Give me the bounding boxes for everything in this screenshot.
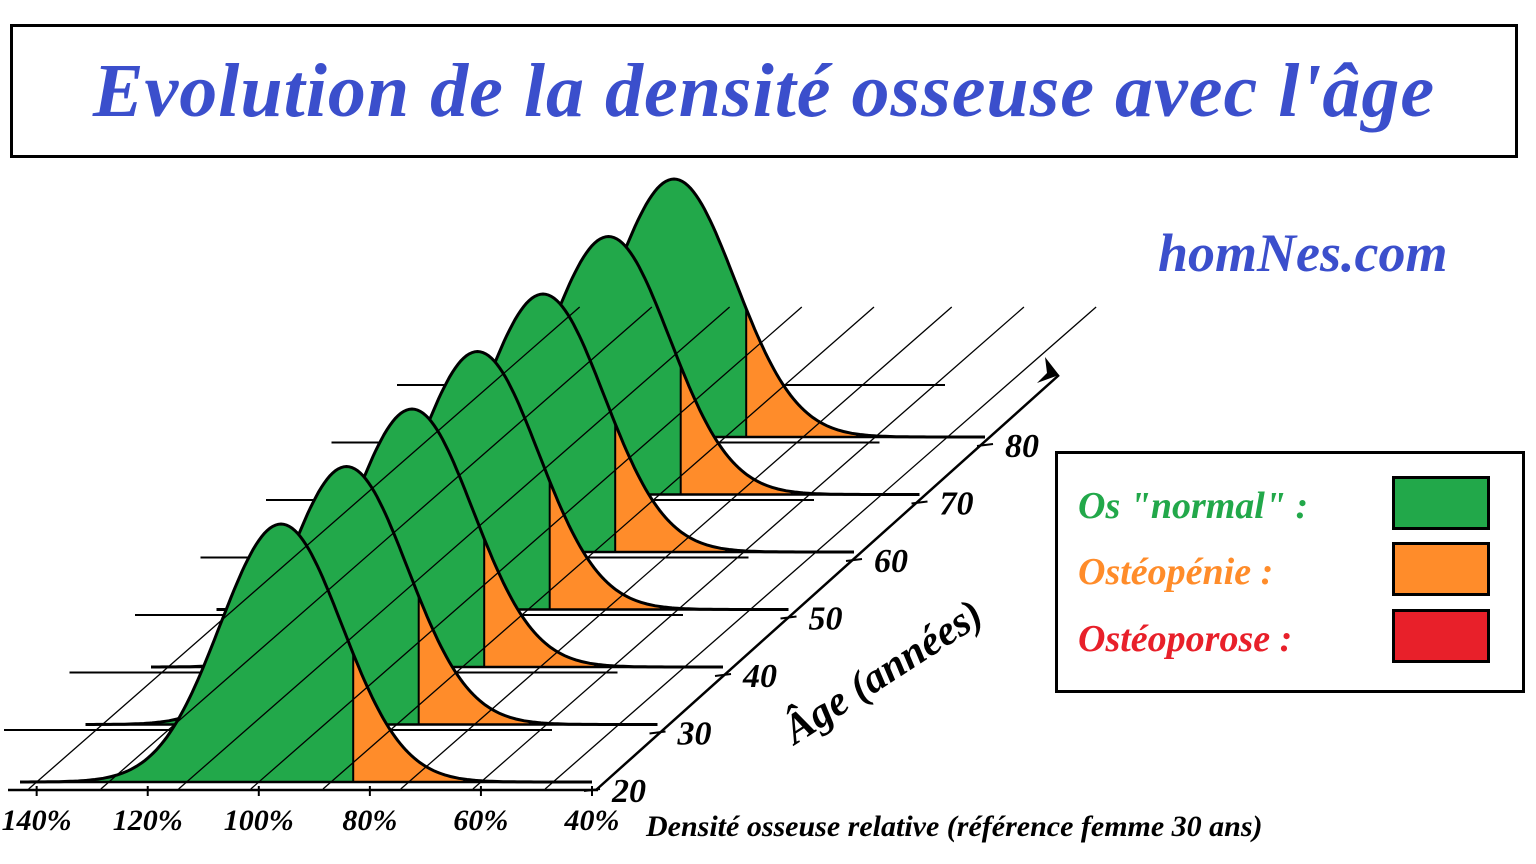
age-tick-label: 70 — [940, 486, 974, 523]
age-tick-label: 50 — [809, 601, 843, 638]
depth-guide-line — [250, 306, 803, 790]
age-axis-label: Âge (années) — [772, 590, 991, 755]
x-tick-label: 140% — [2, 804, 72, 837]
age-tick — [780, 615, 797, 620]
age-tick-label: 60 — [874, 543, 908, 580]
depth-guide-line — [400, 306, 953, 790]
legend-item-normal: Os "normal" : — [1058, 476, 1522, 536]
region-osteopenia — [418, 596, 530, 725]
depth-guide-line — [544, 306, 1097, 790]
age-tick-label: 30 — [677, 716, 712, 753]
depth-guide-line — [178, 306, 731, 790]
watermark: homNes.com — [1158, 223, 1448, 283]
depth-guide-line — [28, 306, 581, 790]
depth-guide-line — [100, 306, 653, 790]
legend-label-osteoporosis: Ostéoporose : — [1078, 618, 1293, 660]
region-osteopenia — [549, 481, 661, 610]
legend-swatch-osteopenia — [1392, 542, 1490, 596]
legend-label-normal: Os "normal" : — [1078, 485, 1309, 527]
x-tick-label: 120% — [113, 804, 183, 837]
region-osteopenia — [680, 366, 792, 495]
region-osteopenia — [353, 653, 465, 782]
region-osteopenia — [615, 423, 727, 552]
x-axis-label: Densité osseuse relative (référence femm… — [646, 810, 1263, 843]
age-tick — [583, 788, 601, 792]
age-tick — [649, 730, 666, 735]
age-tick-label: 20 — [611, 773, 646, 810]
legend-swatch-normal — [1392, 476, 1490, 530]
age-axis — [595, 374, 1060, 791]
age-tick — [911, 500, 928, 505]
x-tick-label: 80% — [342, 804, 397, 837]
x-tick-label: 40% — [564, 804, 620, 837]
x-tick-label: 60% — [453, 804, 508, 837]
depth-guide-line — [472, 306, 1025, 790]
age-tick — [976, 443, 994, 447]
legend: Os "normal" : Ostéopénie : Ostéoporose : — [1055, 451, 1525, 693]
legend-swatch-osteoporosis — [1392, 609, 1490, 663]
curves-layer — [4, 177, 985, 784]
depth-guide-line — [322, 306, 875, 790]
age-tick — [845, 558, 863, 562]
age-tick — [714, 673, 732, 677]
legend-item-osteopenia: Ostéopénie : — [1058, 542, 1522, 602]
curve-age-20 — [4, 522, 592, 784]
region-osteopenia — [484, 538, 596, 667]
age-axis-arrow-icon — [1037, 357, 1059, 383]
chart-title: Evolution de la densité osseuse avec l'â… — [92, 48, 1436, 133]
region-osteopenia — [746, 308, 858, 437]
legend-label-osteopenia: Ostéopénie : — [1078, 551, 1274, 593]
age-tick-label: 40 — [742, 658, 777, 695]
title-box: Evolution de la densité osseuse avec l'â… — [10, 24, 1518, 158]
x-tick-label: 100% — [224, 804, 294, 837]
region-normal — [20, 524, 354, 782]
legend-item-osteoporosis: Ostéoporose : — [1058, 609, 1522, 669]
age-tick-label: 80 — [1005, 428, 1039, 465]
